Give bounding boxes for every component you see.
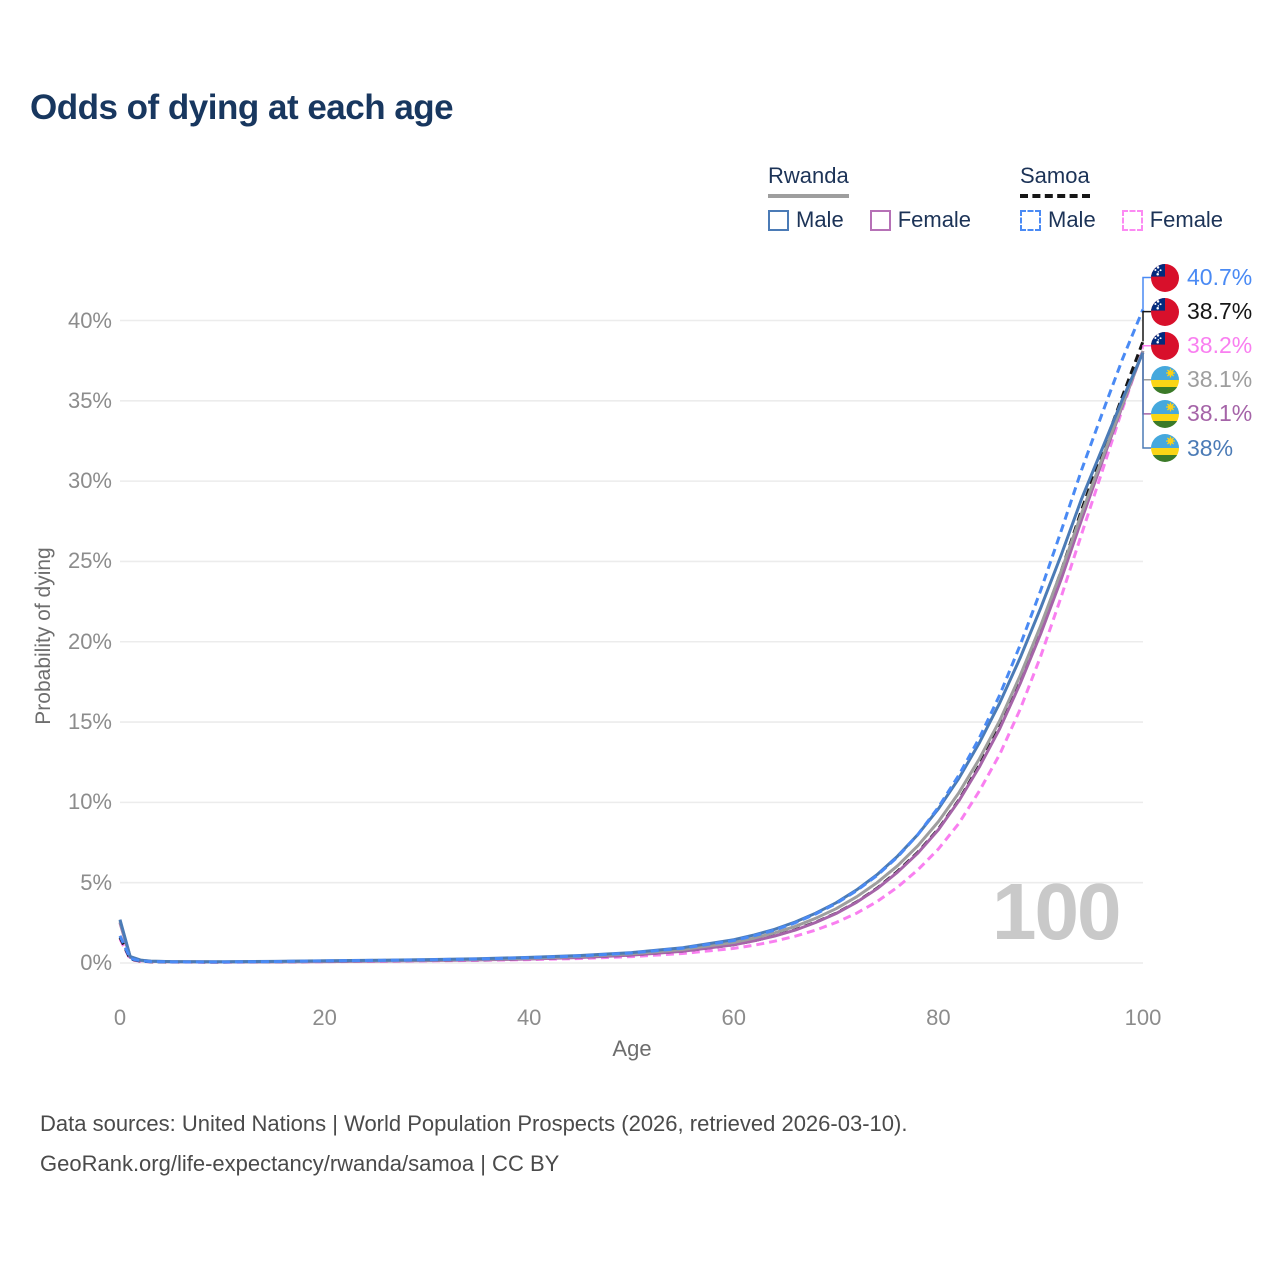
leader-line-rwanda-female [1142,351,1151,415]
leader-line-samoa-male [1142,276,1151,310]
y-tick-label: 35% [67,387,112,413]
y-tick-label: 15% [67,709,112,735]
x-tick-label: 100 [1124,1005,1162,1030]
end-label-row-samoa[interactable]: 38.7% [1151,297,1252,326]
y-tick-label: 5% [80,869,112,895]
legend-item-rwanda-female[interactable]: Female [869,207,972,233]
legend-items-samoa: Male Female [1020,207,1223,233]
series-line-samoa-male[interactable] [118,308,1145,964]
end-label-row-samoa-female[interactable]: 38.2% [1151,331,1252,360]
legend-item-label: Female [1149,207,1224,232]
end-label-value: 38.2% [1187,332,1253,359]
series-line-rwanda-female[interactable] [118,350,1145,964]
y-tick-label: 30% [67,468,112,494]
legend-item-label: Male [1048,207,1096,232]
legend-country-rwanda[interactable]: Rwanda [768,163,849,198]
x-axis-title: Age [612,1036,652,1061]
leader-line-rwanda-male [1142,352,1151,449]
footer-line1: Data sources: United Nations | World Pop… [40,1111,908,1136]
legend-country-samoa[interactable]: Samoa [1020,163,1090,198]
end-label-row-samoa-male[interactable]: 40.7% [1151,263,1252,292]
legend-swatch-rwanda-female [869,209,891,231]
footer: Data sources: United Nations | World Pop… [40,1104,907,1184]
y-tick-label: 40% [67,307,112,333]
end-label-value: 38% [1187,434,1234,461]
leader-line-samoa [1142,310,1151,342]
series-line-samoa[interactable] [118,340,1145,964]
legend-items-rwanda: Male Female [768,207,971,233]
series-line-rwanda[interactable] [118,350,1145,964]
legend-item-samoa-female[interactable]: Female [1121,207,1224,233]
legend-group-samoa: Samoa Male Female [1020,163,1223,233]
legend-item-rwanda-male[interactable]: Male [768,207,844,233]
x-tick-label: 20 [312,1005,337,1030]
x-tick-label: 60 [721,1005,747,1030]
end-label-row-rwanda-female[interactable]: 38.1% [1151,399,1252,428]
end-label-row-rwanda-male[interactable]: 38% [1151,434,1233,463]
y-tick-label: 0% [80,950,112,975]
flag-icon-samoa [1151,331,1179,360]
legend-swatch-samoa-female [1121,209,1143,231]
legend-group-rwanda: Rwanda Male Female [768,163,971,233]
footer-line2: GeoRank.org/life-expectancy/rwanda/samoa… [40,1151,560,1177]
legend-item-samoa-male[interactable]: Male [1020,207,1096,233]
page-title: Odds of dying at each age [30,88,454,127]
y-tick-label: 10% [67,789,112,815]
end-label-value: 40.7% [1187,264,1253,290]
flag-icon-rwanda [1151,399,1179,428]
end-label-value: 38.1% [1187,366,1253,393]
series-line-rwanda-male[interactable] [118,351,1145,964]
age-watermark: 100 [992,867,1121,956]
x-tick-label: 80 [926,1005,951,1030]
y-tick-label: 25% [67,548,112,574]
end-label-value: 38.1% [1187,400,1253,427]
legend-item-label: Male [796,207,844,232]
end-label-value: 38.7% [1187,298,1253,325]
leader-line-rwanda [1142,351,1151,381]
flag-icon-rwanda [1151,365,1179,394]
flag-icon-samoa [1151,263,1179,292]
x-tick-label: 40 [516,1005,542,1030]
legend-swatch-rwanda-male [768,209,789,231]
end-label-row-rwanda[interactable]: 38.1% [1151,365,1252,394]
series-line-samoa-female[interactable] [118,348,1145,964]
leader-line-samoa-female [1142,344,1151,350]
x-tick-label: 0 [113,1005,127,1030]
flag-icon-rwanda [1151,434,1179,462]
flag-icon-samoa [1151,297,1179,326]
y-tick-label: 20% [67,628,112,654]
legend-swatch-samoa-male [1020,209,1041,231]
legend-item-label: Female [897,207,972,232]
